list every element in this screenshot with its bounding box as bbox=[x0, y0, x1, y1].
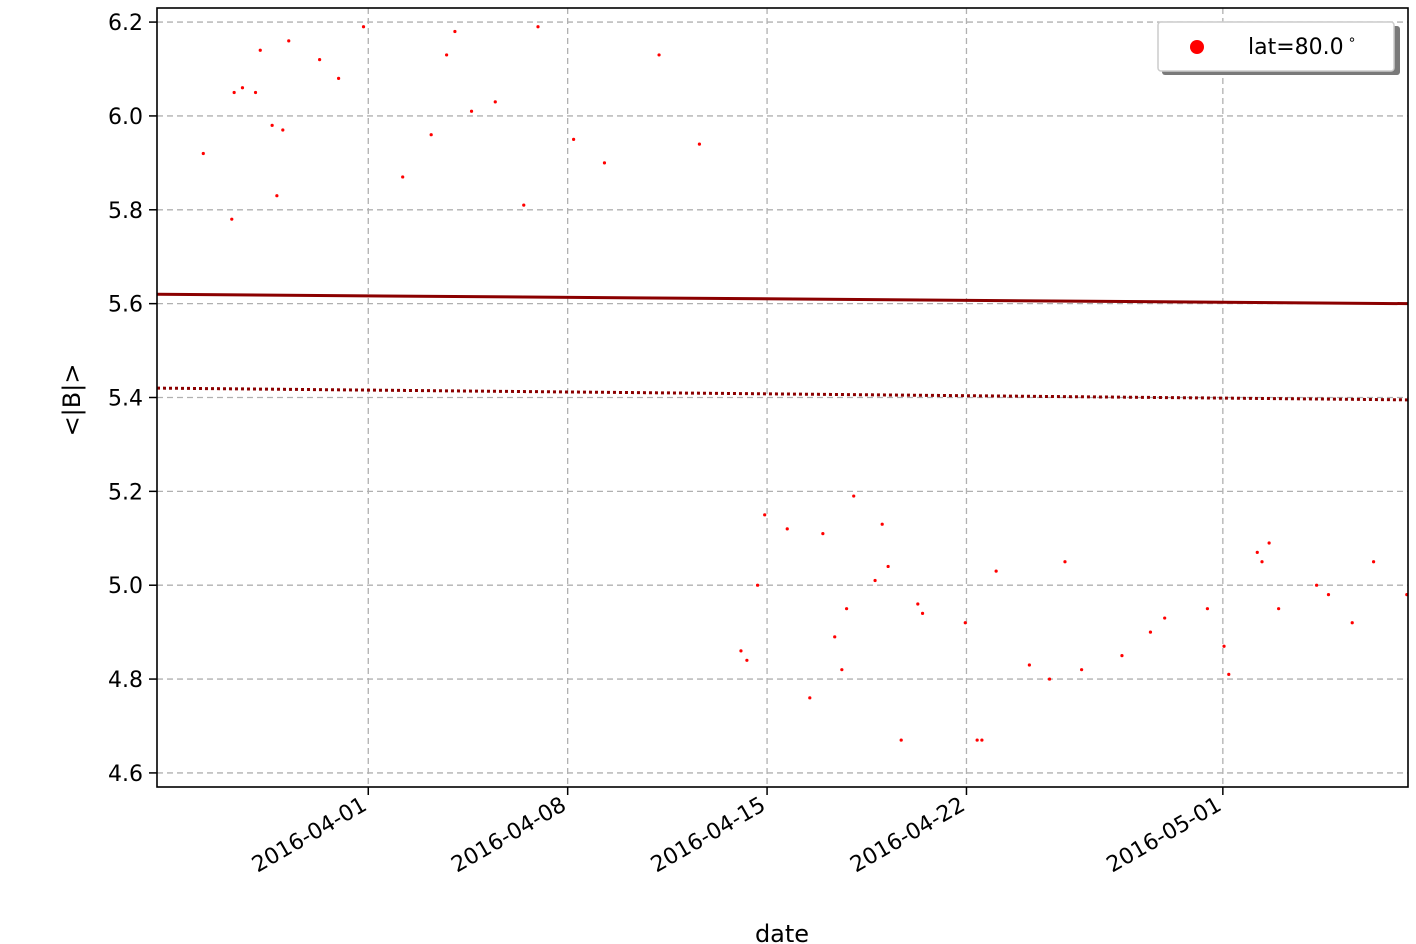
data-point bbox=[258, 48, 262, 52]
data-point bbox=[275, 194, 279, 198]
data-point bbox=[1326, 592, 1331, 597]
data-point bbox=[963, 621, 967, 625]
data-point bbox=[270, 123, 274, 127]
data-point bbox=[1148, 630, 1153, 634]
data-point bbox=[1350, 621, 1354, 625]
data-point bbox=[899, 738, 903, 742]
y-axis-label: <|B|> bbox=[58, 364, 86, 437]
data-point bbox=[844, 607, 849, 611]
data-point bbox=[1371, 560, 1376, 564]
data-point bbox=[980, 738, 984, 742]
data-point bbox=[739, 649, 743, 653]
data-point bbox=[1227, 672, 1231, 676]
data-point bbox=[287, 39, 291, 43]
data-point bbox=[281, 128, 285, 132]
data-point bbox=[493, 100, 497, 104]
data-point bbox=[657, 53, 661, 57]
data-point bbox=[1277, 607, 1281, 611]
data-point bbox=[852, 494, 856, 498]
y-tick-label: 4.8 bbox=[108, 668, 143, 693]
data-point bbox=[536, 25, 540, 29]
data-point bbox=[840, 668, 844, 672]
data-point bbox=[1163, 616, 1167, 620]
y-tick-label: 5.6 bbox=[108, 293, 143, 318]
data-point bbox=[1063, 560, 1067, 564]
data-point bbox=[1205, 607, 1210, 611]
legend-box bbox=[1157, 21, 1395, 72]
data-point bbox=[429, 133, 433, 137]
scatter-points bbox=[201, 25, 1409, 742]
data-point bbox=[755, 583, 760, 587]
y-tick-label: 5.2 bbox=[108, 480, 143, 505]
data-point bbox=[1047, 677, 1052, 681]
legend-label: lat=80.0 ∘ bbox=[1248, 32, 1356, 60]
legend: lat=80.0 ∘ bbox=[1157, 21, 1400, 75]
legend-label-degree: ∘ bbox=[1348, 32, 1357, 48]
data-point bbox=[1260, 560, 1264, 564]
data-point bbox=[401, 175, 405, 179]
data-point bbox=[808, 696, 812, 700]
data-point bbox=[240, 86, 245, 90]
data-point bbox=[253, 90, 258, 95]
data-point bbox=[361, 25, 366, 29]
data-point bbox=[833, 635, 837, 639]
data-point bbox=[916, 602, 920, 606]
y-tick-label: 5.4 bbox=[108, 387, 143, 412]
reference-lines bbox=[156, 292, 1409, 402]
data-point bbox=[1255, 550, 1259, 554]
data-point bbox=[572, 137, 576, 141]
data-point bbox=[336, 76, 341, 80]
data-point bbox=[1080, 668, 1084, 672]
data-point bbox=[1315, 583, 1319, 587]
data-point bbox=[920, 611, 925, 615]
data-point bbox=[880, 522, 884, 526]
data-point bbox=[445, 53, 449, 57]
dotted-trend-line bbox=[156, 386, 1409, 402]
data-point bbox=[230, 217, 234, 221]
legend-label-text: lat=80.0 bbox=[1248, 35, 1344, 60]
data-point bbox=[453, 29, 457, 34]
data-point bbox=[318, 58, 322, 62]
data-point bbox=[201, 151, 205, 156]
y-tick-label: 5.0 bbox=[108, 574, 143, 599]
data-point bbox=[1027, 663, 1031, 667]
data-point bbox=[522, 203, 526, 207]
solid-trend-line bbox=[156, 292, 1409, 306]
x-axis-label: date bbox=[755, 920, 809, 944]
data-point bbox=[745, 658, 749, 662]
y-tick-label: 5.8 bbox=[108, 199, 143, 224]
data-point bbox=[1120, 654, 1124, 658]
data-point bbox=[469, 109, 474, 113]
y-axis: 4.6 4.8 5.0 5.2 5.4 5.6 5.8 6.0 6.2 bbox=[108, 11, 157, 787]
data-point bbox=[697, 142, 702, 146]
data-point bbox=[1267, 541, 1271, 545]
y-tick-label: 6.2 bbox=[108, 11, 143, 36]
data-point bbox=[975, 738, 979, 742]
data-point bbox=[763, 513, 767, 517]
data-point bbox=[821, 531, 825, 536]
data-point bbox=[873, 578, 877, 583]
data-point bbox=[602, 161, 607, 165]
y-tick-label: 4.6 bbox=[108, 762, 143, 787]
data-point bbox=[886, 564, 890, 569]
y-tick-label: 6.0 bbox=[108, 105, 143, 130]
data-point bbox=[1222, 644, 1226, 648]
legend-marker bbox=[1190, 40, 1204, 54]
data-point bbox=[232, 90, 236, 95]
data-point bbox=[785, 527, 789, 531]
data-point bbox=[994, 569, 998, 573]
